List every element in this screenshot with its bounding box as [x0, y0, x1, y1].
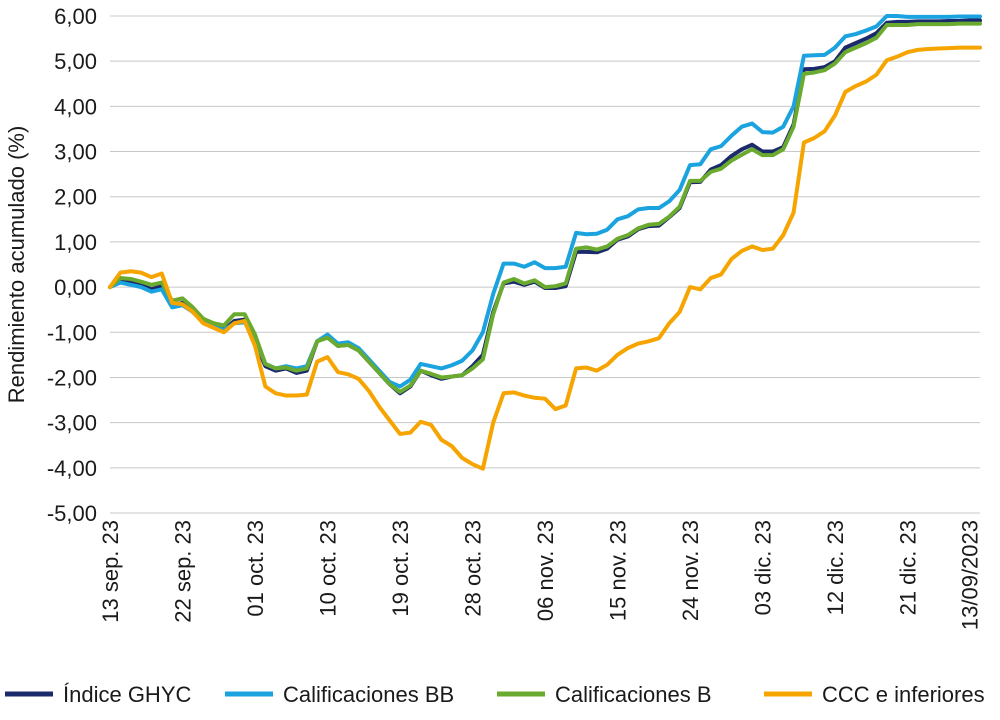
- y-tick-label: -3,00: [47, 411, 97, 436]
- y-tick-label: -1,00: [47, 320, 97, 345]
- y-tick-label: 5,00: [54, 49, 97, 74]
- series-line-1: [108, 18, 982, 396]
- y-tick-label: 2,00: [54, 185, 97, 210]
- legend: Índice GHYC Calificaciones BB Calificacion…: [5, 682, 985, 707]
- y-tick-label: 1,00: [54, 230, 97, 255]
- y-tick-label: 3,00: [54, 140, 97, 165]
- x-tick-label: 19 oct. 23: [388, 520, 413, 617]
- x-tick-label: 24 nov. 23: [678, 520, 703, 621]
- x-tick-label: 10 oct. 23: [316, 520, 341, 617]
- legend-label: Calificaciones BB: [283, 682, 454, 707]
- y-tick-label: 0,00: [54, 275, 97, 300]
- gridlines: [110, 15, 980, 514]
- x-axis-ticks: 13 sep. 23 22 sep. 23 01 oct. 23 10 oct. 23…: [98, 520, 983, 630]
- legend-label: CCC e inferiores: [822, 682, 985, 707]
- x-tick-label: 12 dic. 23: [823, 520, 848, 615]
- series-line-4: [108, 45, 982, 471]
- x-tick-label: 22 sep. 23: [171, 520, 196, 623]
- legend-label: Índice GHYC: [63, 682, 191, 707]
- x-tick-label: 13/09/2023: [958, 520, 983, 630]
- y-tick-label: 6,00: [54, 4, 97, 29]
- y-tick-label: 4,00: [54, 94, 97, 119]
- x-tick-label: 21 dic. 23: [896, 520, 921, 615]
- x-tick-label: 28 oct. 23: [461, 520, 486, 617]
- x-tick-label: 15 nov. 23: [606, 520, 631, 621]
- series-line-3: [108, 21, 982, 394]
- legend-label: Calificaciones B: [555, 682, 712, 707]
- y-tick-label: -2,00: [47, 365, 97, 390]
- y-tick-label: -5,00: [47, 501, 97, 526]
- x-tick-label: 01 oct. 23: [243, 520, 268, 617]
- x-tick-label: 13 sep. 23: [98, 520, 123, 623]
- series-line-2: [108, 14, 982, 389]
- y-axis-ticks: 6,00 5,00 4,00 3,00 2,00 1,00 0,00 -1,00 -2,00 -3…: [47, 4, 97, 526]
- y-axis-title: Rendimiento acumulado (%): [4, 126, 29, 404]
- y-tick-label: -4,00: [47, 456, 97, 481]
- x-tick-label: 03 dic. 23: [751, 520, 776, 615]
- series-lines: [108, 14, 982, 471]
- x-tick-label: 06 nov. 23: [533, 520, 558, 621]
